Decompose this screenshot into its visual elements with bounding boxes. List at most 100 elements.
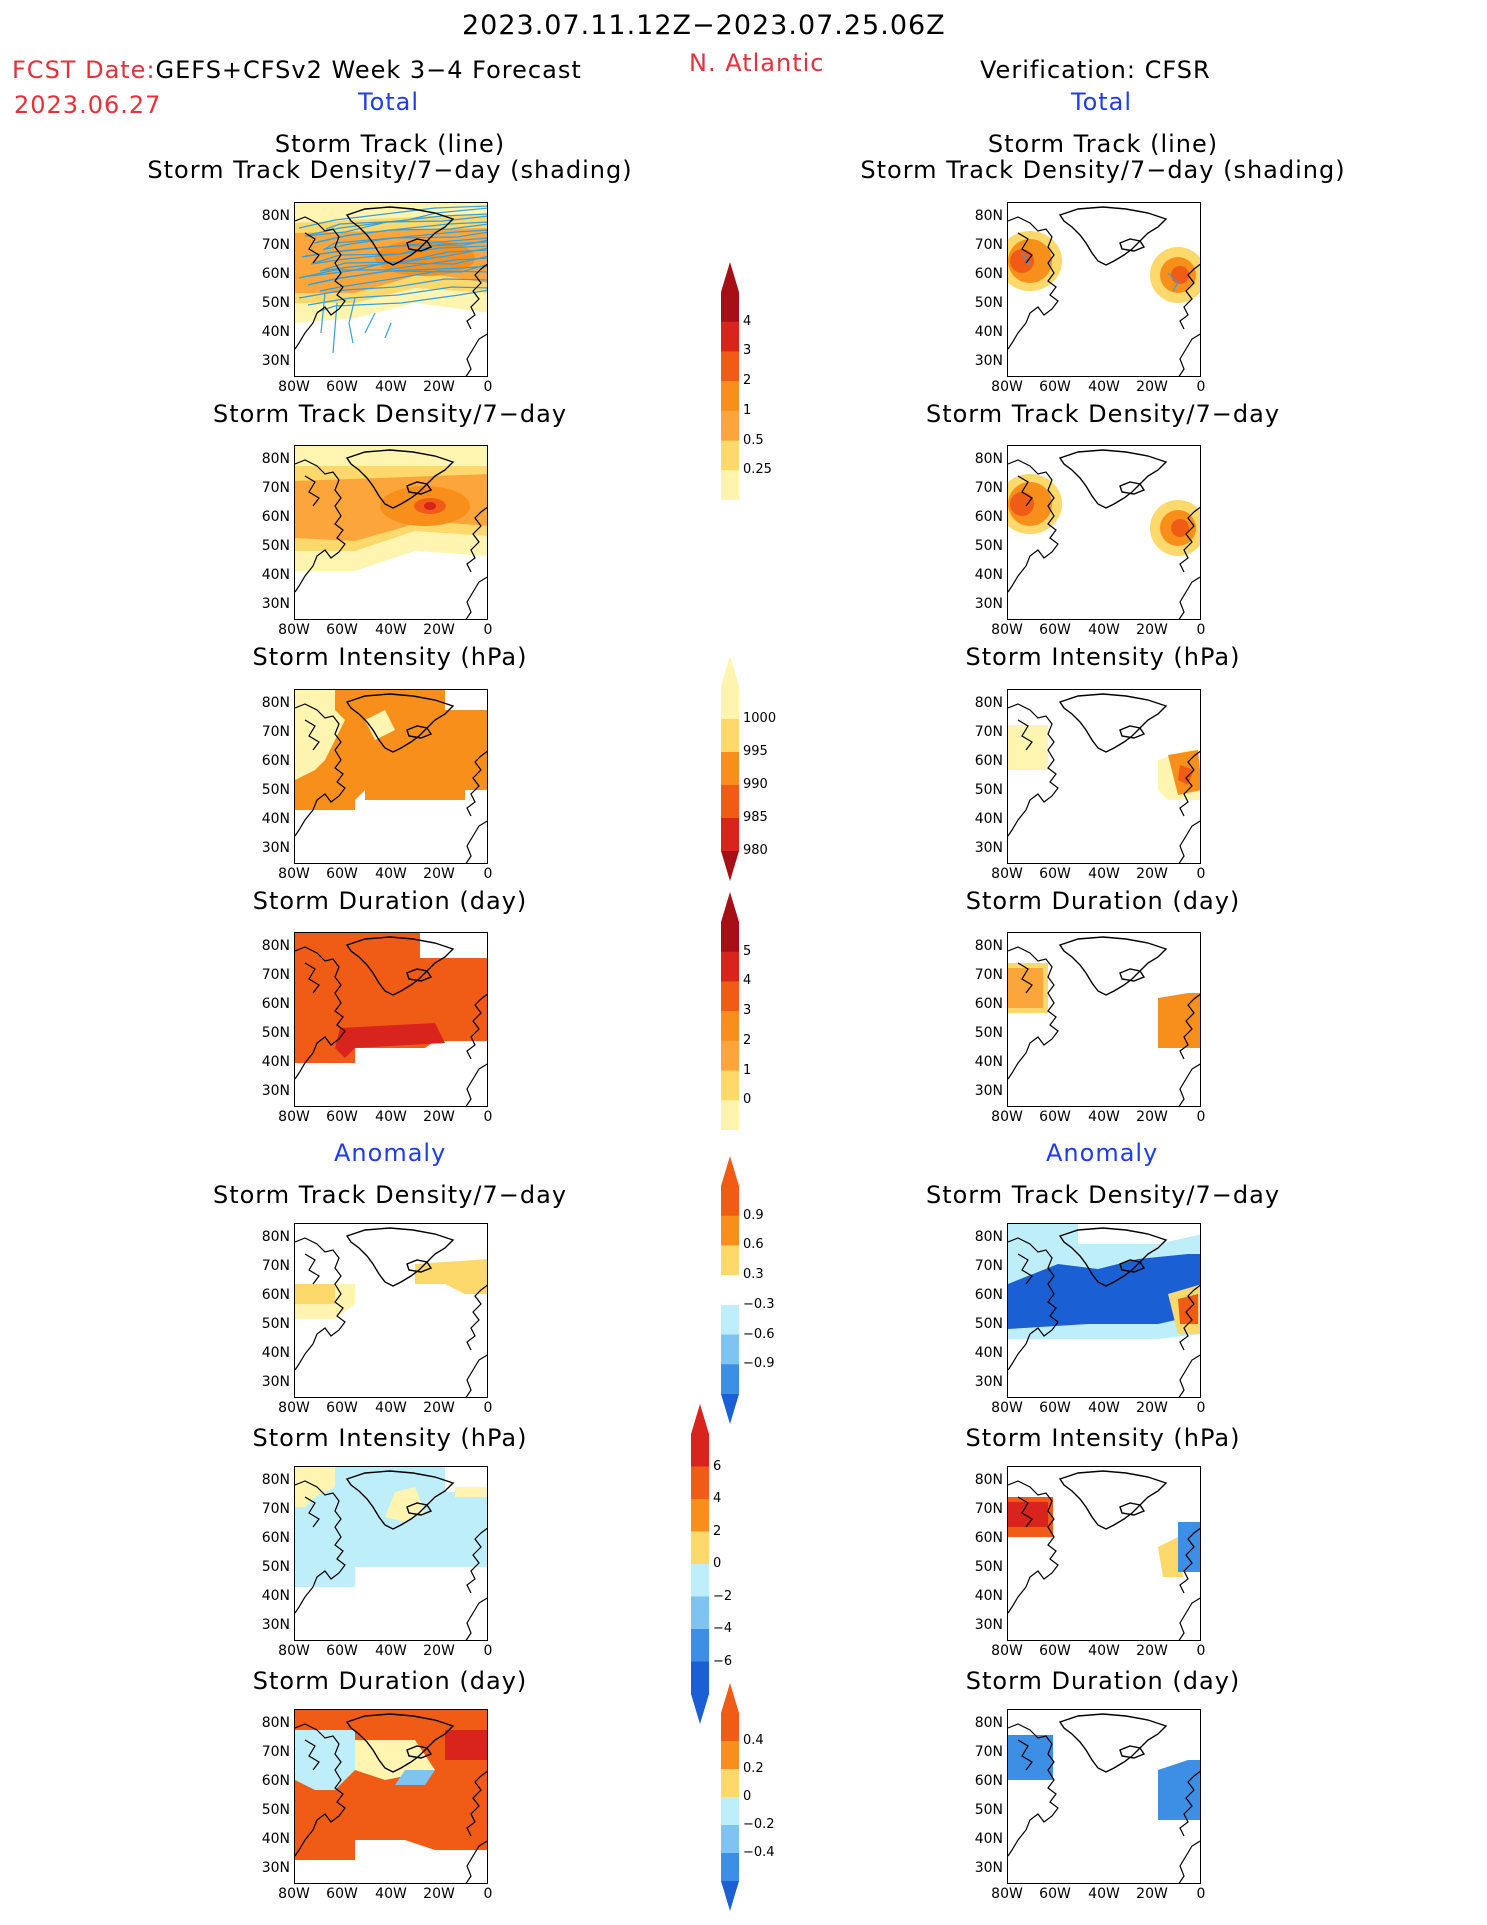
fcst-date: 2023.06.27 [14, 91, 162, 119]
coastline [1119, 725, 1146, 739]
colorbar-label: 1000 [743, 711, 777, 726]
lat-tick-label: 50N [261, 1559, 290, 1575]
coastline [1008, 946, 1059, 1080]
colorbar-label: 0 [713, 1556, 722, 1571]
coastline [295, 1723, 346, 1857]
lon-tick-label: 80W [278, 866, 310, 882]
coastline [466, 263, 487, 330]
lat-tick-label: 80N [974, 1229, 1003, 1245]
lat-tick-label: 40N [261, 1588, 290, 1604]
lat-tick-label: 70N [261, 967, 290, 983]
coastline [1179, 1527, 1200, 1594]
colorbar-label: 5 [743, 943, 752, 959]
colorbar-intensity-total [721, 656, 739, 881]
colorbar-segment [721, 818, 739, 852]
colorbar-density-anom [721, 1156, 739, 1424]
lon-tick-label: 20W [423, 1400, 455, 1416]
colorbar-label: 1 [743, 1062, 752, 1078]
lon-tick-label: 80W [991, 1109, 1023, 1125]
colorbar-segment [691, 1466, 709, 1500]
lat-tick-label: 80N [261, 938, 290, 954]
lon-tick-label: 80W [278, 622, 310, 638]
shading-region [1171, 519, 1189, 537]
right-map-duration [1007, 932, 1201, 1107]
lat-tick-label: 80N [261, 208, 290, 224]
colorbar-label: −0.2 [743, 1817, 775, 1832]
shading-region [415, 1259, 487, 1294]
colorbar-label: 6 [713, 1458, 722, 1474]
storm-track-line [298, 205, 487, 229]
left-map-anom-duration [294, 1709, 488, 1884]
coastline [1178, 1063, 1200, 1106]
lat-tick-label: 60N [974, 509, 1003, 525]
lat-tick-label: 60N [261, 509, 290, 525]
lon-tick-label: 60W [326, 622, 358, 638]
lat-tick-label: 80N [261, 1472, 290, 1488]
lon-tick-label: 60W [1039, 1886, 1071, 1902]
coastline [1178, 576, 1200, 619]
coastline [345, 1713, 455, 1773]
coastline [304, 1253, 320, 1285]
right-map-track-line [1007, 202, 1201, 377]
storm-track-line [319, 249, 487, 272]
left-title-anom-density: Storm Track Density/7−day [212, 1181, 568, 1209]
lat-tick-label: 60N [974, 1287, 1003, 1303]
lon-tick-label: 0 [1196, 1400, 1206, 1416]
coastline [1178, 333, 1200, 376]
lon-tick-label: 0 [483, 622, 493, 638]
lon-tick-label: 0 [1196, 1109, 1206, 1125]
lat-tick-label: 50N [974, 1025, 1003, 1041]
left-map-intensity [294, 689, 488, 864]
lon-tick-label: 60W [326, 1109, 358, 1125]
colorbar-top-arrow [721, 656, 739, 686]
colorbar-top-arrow [721, 892, 739, 922]
lat-tick-label: 70N [974, 1501, 1003, 1517]
colorbar-segment [721, 1215, 739, 1246]
colorbar-label: 3 [743, 1003, 752, 1019]
colorbar-segment [721, 440, 739, 471]
lon-tick-label: 80W [278, 1886, 310, 1902]
right-map-anom-density [1007, 1223, 1201, 1398]
lat-tick-label: 80N [974, 1715, 1003, 1731]
lat-tick-label: 70N [261, 480, 290, 496]
coastline [295, 216, 346, 350]
left-map-density-svg [295, 446, 487, 619]
coastline [345, 1470, 455, 1530]
coastline [465, 1840, 487, 1883]
storm-track-line [364, 312, 376, 334]
lon-tick-label: 40W [375, 1400, 407, 1416]
right-anomaly-label: Anomaly [1046, 1139, 1159, 1167]
lat-tick-label: 30N [261, 1374, 290, 1390]
lat-tick-label: 50N [261, 1802, 290, 1818]
lat-tick-label: 50N [261, 295, 290, 311]
colorbar-segment [721, 922, 739, 953]
lon-tick-label: 20W [423, 1109, 455, 1125]
right-map-anom-duration-svg [1008, 1713, 1200, 1883]
colorbar-segment [721, 1853, 739, 1882]
colorbar-segment [721, 1741, 739, 1770]
coastline [1119, 968, 1146, 982]
lat-tick-label: 80N [974, 451, 1003, 467]
lon-tick-label: 0 [483, 1400, 493, 1416]
lon-tick-label: 40W [1088, 866, 1120, 882]
colorbar-top-arrow [691, 1404, 709, 1434]
right-title-anom-duration: Storm Duration (day) [965, 1667, 1241, 1695]
shading-region [1158, 993, 1200, 1048]
colorbar-segment [721, 1713, 739, 1742]
lat-tick-label: 60N [261, 1287, 290, 1303]
coastline [345, 693, 455, 753]
coastline [295, 946, 346, 1080]
right-title-intensity: Storm Intensity (hPa) [965, 643, 1241, 671]
lat-tick-label: 80N [261, 695, 290, 711]
colorbar-top-arrow [721, 1156, 739, 1186]
lon-tick-label: 40W [1088, 622, 1120, 638]
colorbar-bottom-arrow [721, 1881, 739, 1911]
colorbar-label: 1 [743, 402, 752, 418]
colorbar-segment [721, 351, 739, 382]
lat-tick-label: 70N [261, 1744, 290, 1760]
coastline [1058, 693, 1168, 753]
storm-track-line [298, 257, 487, 279]
lon-tick-label: 60W [1039, 866, 1071, 882]
coastline [466, 1527, 487, 1594]
colorbar-segment [721, 1769, 739, 1798]
